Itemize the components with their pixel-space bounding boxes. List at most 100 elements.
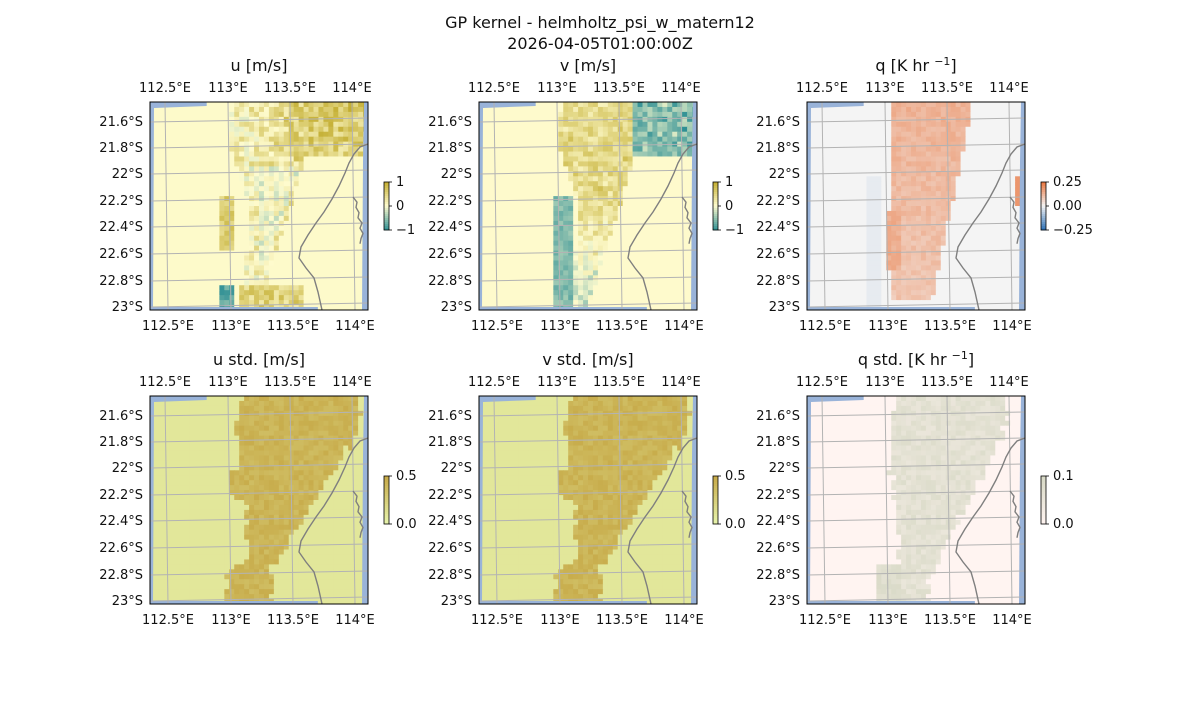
heatmap-cell <box>1010 132 1015 137</box>
heatmap-cell <box>563 246 568 251</box>
heatmap-cell <box>682 161 687 166</box>
heatmap-cell <box>961 201 966 206</box>
heatmap-cell <box>847 206 852 211</box>
heatmap-cell <box>304 246 309 251</box>
heatmap-cell <box>200 132 205 137</box>
heatmap-cell <box>309 260 314 265</box>
heatmap-cell <box>613 156 618 161</box>
heatmap-cell <box>234 102 239 107</box>
heatmap-cell <box>343 102 348 107</box>
heatmap-cell <box>538 132 543 137</box>
heatmap-cell <box>563 127 568 132</box>
heatmap-cell <box>200 265 205 270</box>
heatmap-cell <box>214 216 219 221</box>
heatmap-cell <box>931 186 936 191</box>
heatmap-cell <box>921 152 926 157</box>
heatmap-cell <box>175 270 180 275</box>
heatmap-cell <box>333 181 338 186</box>
heatmap-cell <box>343 112 348 117</box>
heatmap-cell <box>906 102 911 107</box>
heatmap-cell <box>229 137 234 142</box>
heatmap-cell <box>628 231 633 236</box>
heatmap-cell <box>971 152 976 157</box>
heatmap-cell <box>1015 152 1020 157</box>
heatmap-cell <box>975 102 980 107</box>
heatmap-cell <box>568 260 573 265</box>
heatmap-cell <box>269 280 274 285</box>
heatmap-cell <box>608 265 613 270</box>
heatmap-cell <box>926 152 931 157</box>
heatmap-cell <box>623 260 628 265</box>
heatmap-cell <box>259 102 264 107</box>
heatmap-cell <box>657 231 662 236</box>
heatmap-cell <box>548 256 553 261</box>
heatmap-cell <box>866 186 871 191</box>
heatmap-cell <box>219 251 224 256</box>
heatmap-cell <box>573 107 578 112</box>
heatmap-cell <box>254 260 259 265</box>
heatmap-cell <box>160 161 165 166</box>
heatmap-cell <box>633 290 638 295</box>
heatmap-cell <box>548 156 553 161</box>
heatmap-cell <box>499 156 504 161</box>
heatmap-cell <box>657 171 662 176</box>
heatmap-cell <box>921 176 926 181</box>
heatmap-cell <box>538 196 543 201</box>
heatmap-cell <box>175 107 180 112</box>
heatmap-cell <box>353 186 358 191</box>
heatmap-cell <box>534 270 539 275</box>
heatmap-cell <box>269 102 274 107</box>
heatmap-cell <box>244 161 249 166</box>
heatmap-cell <box>956 152 961 157</box>
heatmap-cell <box>852 206 857 211</box>
heatmap-cell <box>509 122 514 127</box>
heatmap-cell <box>328 270 333 275</box>
heatmap-cell <box>160 152 165 157</box>
heatmap-cell <box>504 191 509 196</box>
heatmap-cell <box>209 295 214 300</box>
heatmap-cell <box>603 176 608 181</box>
heatmap-cell <box>936 156 941 161</box>
heatmap-cell <box>269 201 274 206</box>
heatmap-cell <box>608 211 613 216</box>
heatmap-cell <box>980 117 985 122</box>
heatmap-cell <box>677 112 682 117</box>
heatmap-cell <box>489 176 494 181</box>
heatmap-cell <box>180 300 185 305</box>
heatmap-cell <box>921 221 926 226</box>
heatmap-cell <box>618 142 623 147</box>
heatmap-cell <box>862 142 867 147</box>
heatmap-cell <box>847 142 852 147</box>
heatmap-cell <box>489 290 494 295</box>
heatmap-cell <box>990 132 995 137</box>
heatmap-cell <box>573 152 578 157</box>
heatmap-cell <box>633 206 638 211</box>
heatmap-cell <box>155 241 160 246</box>
heatmap-cell <box>269 221 274 226</box>
heatmap-cell <box>314 181 319 186</box>
heatmap-cell <box>980 181 985 186</box>
heatmap-cell <box>573 295 578 300</box>
heatmap-cell <box>553 290 558 295</box>
heatmap-cell <box>652 290 657 295</box>
heatmap-cell <box>598 127 603 132</box>
heatmap-cell <box>558 127 563 132</box>
heatmap-cell <box>583 122 588 127</box>
heatmap-cell <box>857 231 862 236</box>
heatmap-cell <box>941 191 946 196</box>
heatmap-cell <box>847 181 852 186</box>
heatmap-cell <box>543 201 548 206</box>
heatmap-cell <box>534 241 539 246</box>
heatmap-cell <box>613 102 618 107</box>
heatmap-cell <box>837 171 842 176</box>
heatmap-cell <box>677 265 682 270</box>
heatmap-cell <box>284 201 289 206</box>
heatmap-cell <box>647 280 652 285</box>
heatmap-cell <box>279 102 284 107</box>
heatmap-cell <box>170 270 175 275</box>
heatmap-cell <box>264 176 269 181</box>
heatmap-cell <box>314 236 319 241</box>
heatmap-cell <box>499 166 504 171</box>
lat-tick-label: 22.8°S <box>99 274 143 289</box>
heatmap-cell <box>921 127 926 132</box>
